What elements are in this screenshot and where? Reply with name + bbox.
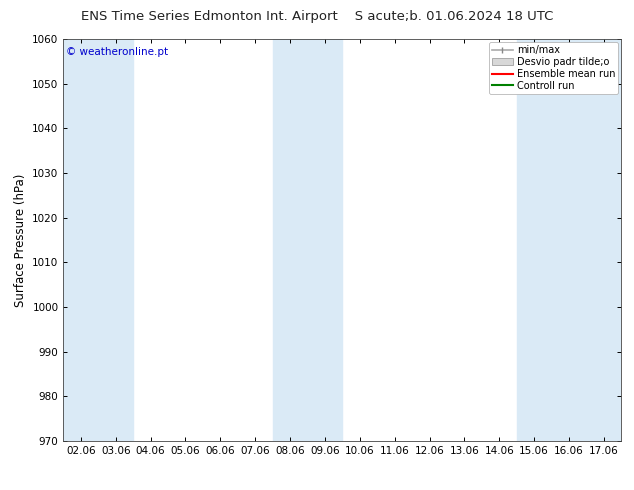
Bar	[273, 39, 342, 441]
Bar	[63, 39, 133, 441]
Text: ENS Time Series Edmonton Int. Airport    S acute;b. 01.06.2024 18 UTC: ENS Time Series Edmonton Int. Airport S …	[81, 10, 553, 23]
Y-axis label: Surface Pressure (hPa): Surface Pressure (hPa)	[14, 173, 27, 307]
Text: © weatheronline.pt: © weatheronline.pt	[66, 47, 168, 57]
Bar	[517, 39, 621, 441]
Legend: min/max, Desvio padr tilde;o, Ensemble mean run, Controll run: min/max, Desvio padr tilde;o, Ensemble m…	[489, 42, 618, 94]
